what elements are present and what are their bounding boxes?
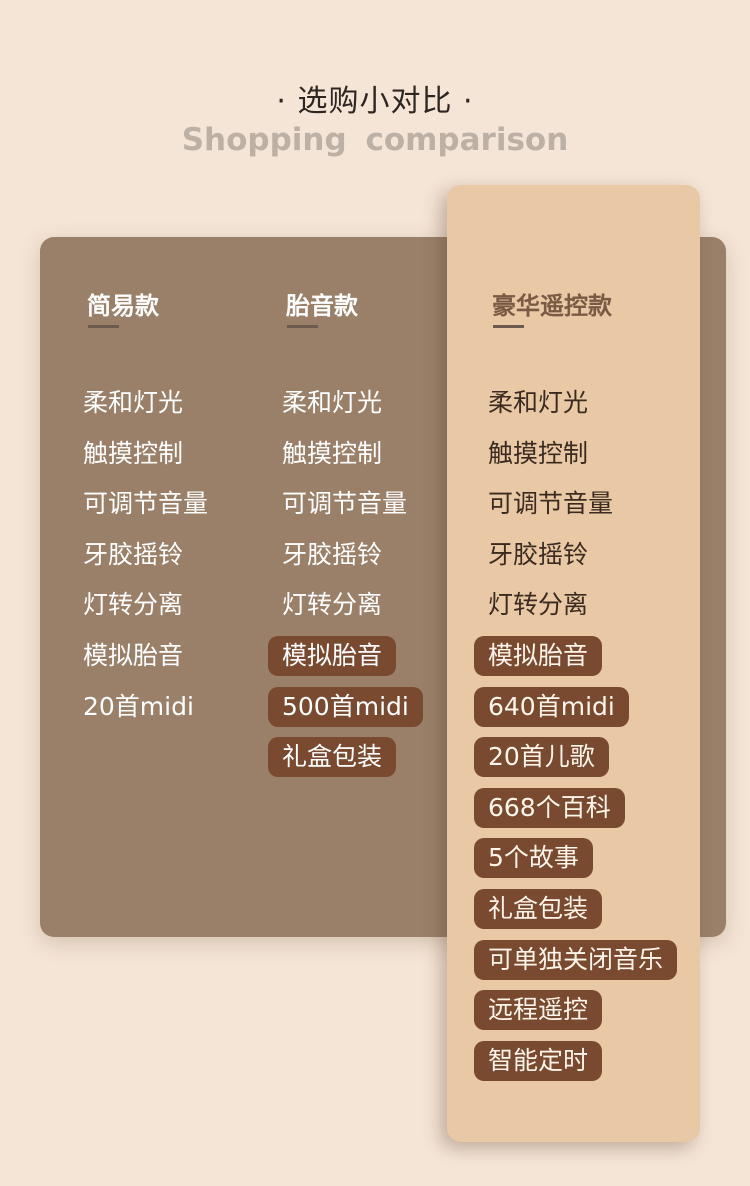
feature-item: 可调节音量	[83, 489, 209, 519]
column-title: 简易款	[87, 292, 159, 320]
feature-item: 牙胶摇铃	[282, 539, 383, 569]
feature-item: 灯转分离	[282, 590, 383, 620]
feature-item: 触摸控制	[282, 438, 383, 468]
title-underline	[287, 325, 318, 328]
feature-badge: 模拟胎音	[268, 636, 397, 676]
feature-item: 灯转分离	[488, 590, 589, 620]
feature-badge: 智能定时	[474, 1040, 603, 1081]
feature-item: 灯转分离	[83, 590, 184, 620]
feature-item: 触摸控制	[83, 438, 184, 468]
feature-item: 柔和灯光	[488, 388, 589, 417]
feature-badge: 礼盒包装	[268, 737, 397, 778]
feature-item: 可调节音量	[488, 489, 614, 519]
column-title: 豪华遥控款	[492, 292, 612, 320]
page-title: · 选购小对比 ·	[276, 84, 474, 119]
page-subtitle: Shopping comparison	[181, 122, 569, 158]
feature-badge: 远程遥控	[474, 990, 603, 1031]
title-underline	[493, 325, 524, 328]
feature-item: 可调节音量	[282, 489, 408, 519]
feature-badge: 礼盒包装	[474, 889, 603, 929]
column-title: 胎音款	[286, 292, 358, 320]
feature-badge: 可单独关闭音乐	[474, 939, 678, 980]
feature-item: 模拟胎音	[83, 641, 184, 670]
feature-badge: 640首midi	[474, 686, 629, 727]
feature-badge: 668个百科	[474, 787, 625, 828]
feature-item: 柔和灯光	[282, 388, 383, 417]
feature-badge: 500首midi	[268, 686, 423, 727]
feature-item: 柔和灯光	[83, 388, 184, 417]
feature-badge: 5个故事	[474, 838, 593, 879]
feature-item: 触摸控制	[488, 438, 589, 468]
feature-badge: 20首儿歌	[474, 737, 609, 778]
feature-item: 20首midi	[83, 691, 194, 721]
title-underline	[88, 325, 119, 328]
feature-badge: 模拟胎音	[474, 636, 603, 676]
feature-item: 牙胶摇铃	[488, 539, 589, 569]
feature-item: 牙胶摇铃	[83, 539, 184, 569]
